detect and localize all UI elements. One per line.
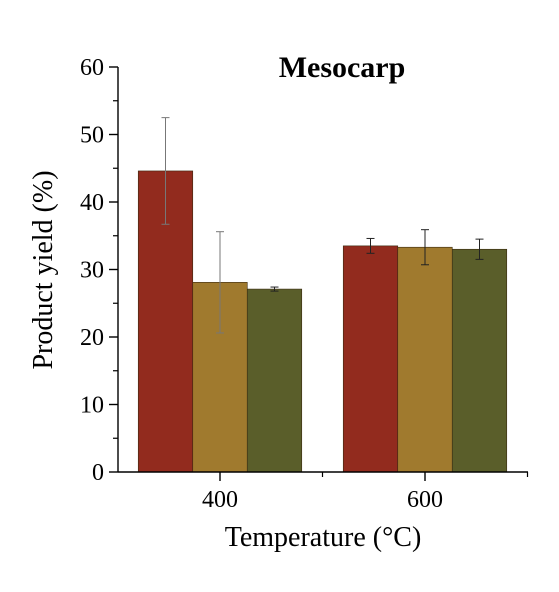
y-axis-title: Product yield (%) <box>28 170 59 369</box>
y-tick-label: 50 <box>80 123 104 149</box>
axes-layer: 0 10 20 30 40 50 60 400 600 <box>80 55 529 513</box>
bar-600-3 <box>451 248 508 473</box>
error-bars-layer <box>161 117 484 334</box>
bar-600-1 <box>342 245 399 473</box>
y-tick-label: 60 <box>80 55 104 81</box>
x-axis-title: Temperature (°C) <box>225 522 422 553</box>
bar-600-2 <box>397 246 453 473</box>
x-tick-label-400: 400 <box>202 487 238 513</box>
y-tick-label: 30 <box>80 258 104 284</box>
y-tick-label: 10 <box>80 393 104 419</box>
x-tick-label-600: 600 <box>407 487 443 513</box>
y-tick-label: 0 <box>92 460 104 486</box>
y-tick-label: 40 <box>80 190 104 216</box>
chart-title: Mesocarp <box>279 51 406 84</box>
y-tick-label: 20 <box>80 325 104 351</box>
bars-layer <box>137 170 508 473</box>
bar-400-3 <box>246 288 303 473</box>
